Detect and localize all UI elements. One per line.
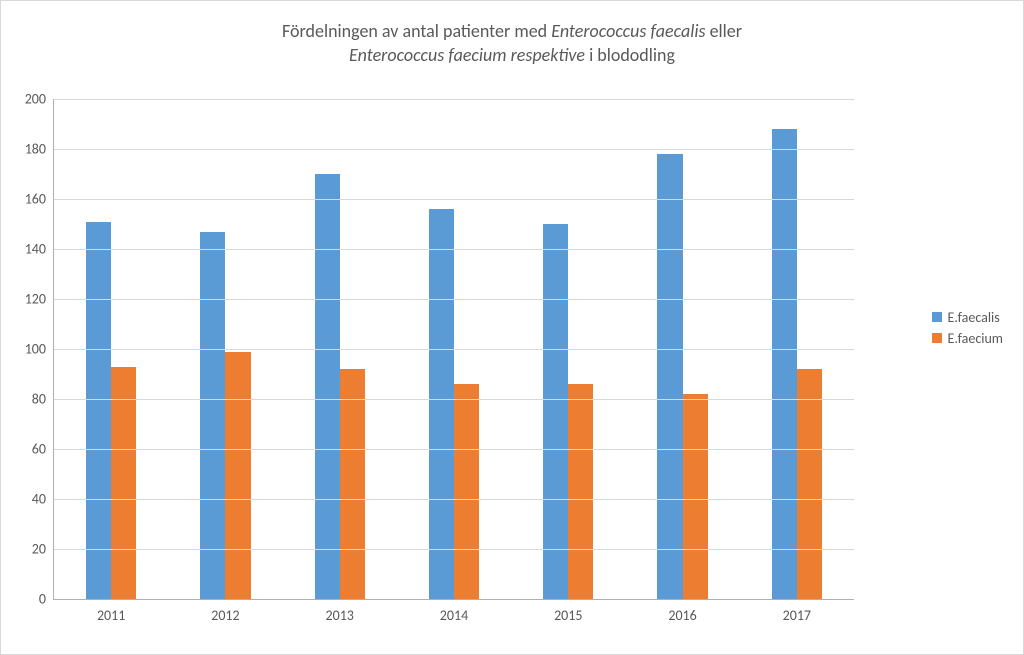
ytick-label: 20	[32, 541, 54, 558]
xtick-label: 2011	[97, 599, 125, 624]
legend: E.faecalis E.faecium	[932, 305, 1003, 351]
xtick-label: 2013	[326, 599, 354, 624]
bar	[568, 384, 593, 599]
gridline	[54, 349, 854, 350]
bar	[86, 222, 111, 600]
gridline	[54, 149, 854, 150]
legend-swatch	[932, 312, 942, 322]
ytick-label: 0	[39, 591, 54, 608]
bar	[657, 154, 682, 599]
plot-area: 0204060801001201401601802002011201220132…	[53, 99, 854, 600]
bar	[429, 209, 454, 599]
xtick-label: 2012	[211, 599, 239, 624]
xtick-label: 2015	[554, 599, 582, 624]
ytick-label: 180	[25, 141, 54, 158]
title-part-5: i blododling	[589, 44, 675, 66]
legend-label: E.faecium	[948, 330, 1003, 347]
ytick-label: 160	[25, 191, 54, 208]
gridline	[54, 249, 854, 250]
bar	[225, 352, 250, 600]
title-part-3: eller	[710, 20, 742, 42]
ytick-label: 140	[25, 241, 54, 258]
ytick-label: 40	[32, 491, 54, 508]
bar	[111, 367, 136, 600]
gridline	[54, 549, 854, 550]
legend-item: E.faecium	[932, 330, 1003, 347]
ytick-label: 60	[32, 441, 54, 458]
chart-title: Fördelningen av antal patienter med Ente…	[1, 1, 1023, 68]
bar	[340, 369, 365, 599]
legend-item: E.faecalis	[932, 309, 1003, 326]
gridline	[54, 449, 854, 450]
ytick-label: 80	[32, 391, 54, 408]
xtick-label: 2014	[440, 599, 468, 624]
title-part-4-italic: Enterococcus faecium respektive	[349, 44, 589, 66]
gridline	[54, 399, 854, 400]
xtick-label: 2017	[783, 599, 811, 624]
bar	[683, 394, 708, 599]
title-part-1: Fördelningen av antal patienter med	[282, 20, 551, 42]
ytick-label: 120	[25, 291, 54, 308]
gridline	[54, 299, 854, 300]
gridline	[54, 99, 854, 100]
gridline	[54, 499, 854, 500]
bar	[797, 369, 822, 599]
legend-swatch	[932, 333, 942, 343]
bar	[315, 174, 340, 599]
ytick-label: 100	[25, 341, 54, 358]
title-part-2-italic: Enterococcus faecalis	[551, 20, 709, 42]
xtick-label: 2016	[668, 599, 696, 624]
bar	[543, 224, 568, 599]
gridline	[54, 199, 854, 200]
legend-label: E.faecalis	[948, 309, 1000, 326]
bar	[200, 232, 225, 600]
bar	[454, 384, 479, 599]
ytick-label: 200	[25, 91, 54, 108]
chart-container: Fördelningen av antal patienter med Ente…	[0, 0, 1024, 655]
